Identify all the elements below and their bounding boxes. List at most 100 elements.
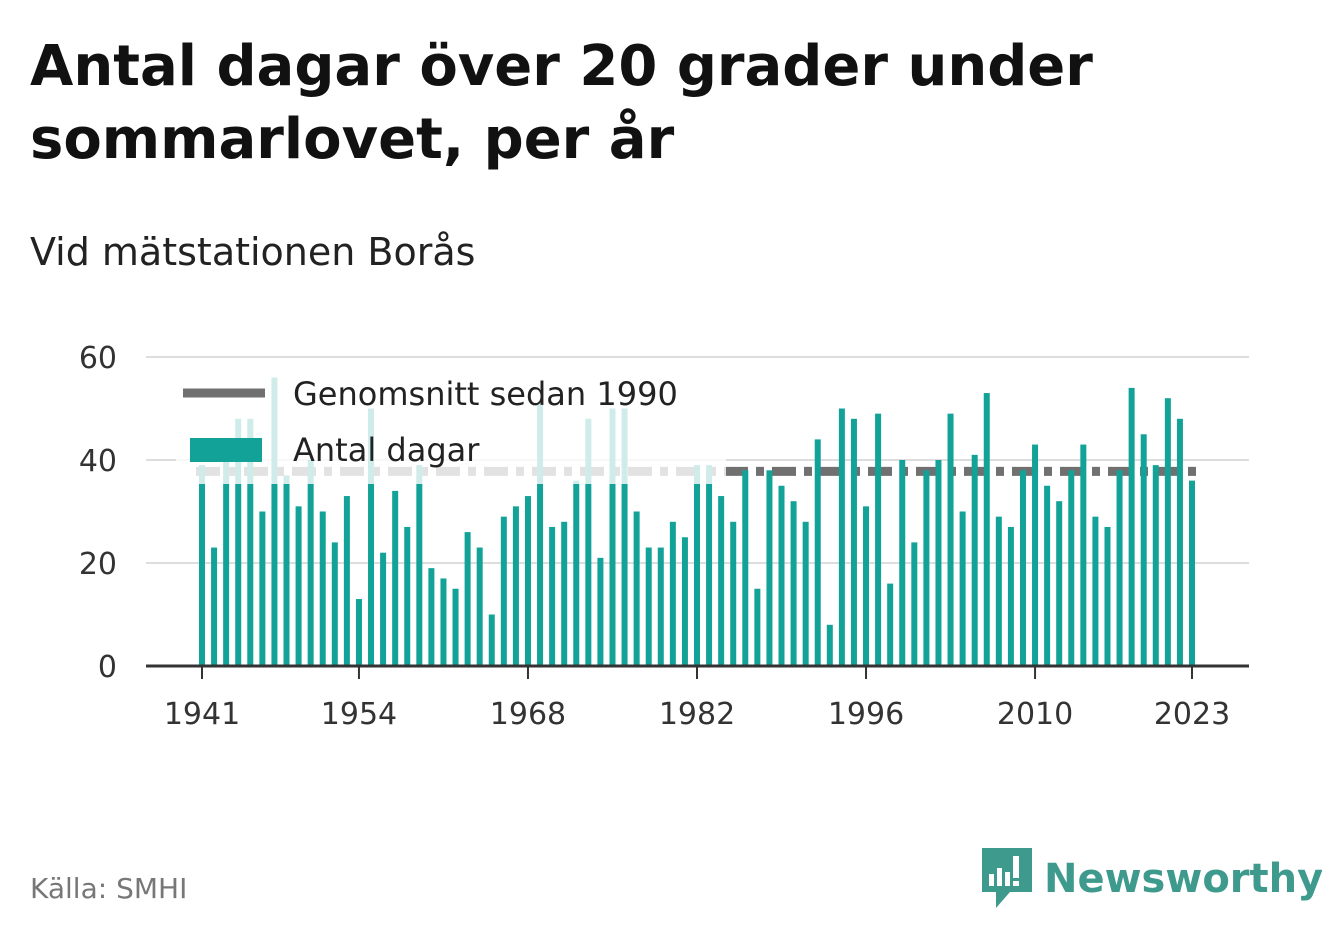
bar-1992 (814, 439, 821, 666)
newsworthy-logo-icon (982, 848, 1032, 908)
bar-1952 (331, 542, 338, 666)
chart-subtitle: Vid mätstationen Borås (30, 230, 476, 274)
bar-1994 (838, 408, 845, 666)
bar-2022 (1176, 418, 1183, 666)
bar-2020 (1152, 465, 1159, 666)
legend-bars-swatch (190, 438, 262, 462)
bar-2003 (947, 413, 954, 666)
bar-2023 (1189, 480, 1195, 666)
bar-1970 (549, 526, 556, 666)
source-note: Källa: SMHI (30, 872, 188, 905)
bar-1951 (319, 511, 326, 666)
bar-1947 (271, 377, 278, 666)
bar-1963 (464, 532, 471, 666)
bar-1941 (199, 465, 205, 666)
bar-1956 (380, 552, 387, 666)
bar-1986 (742, 470, 749, 666)
bar-2012 (1056, 501, 1063, 666)
legend-average-label: Genomsnitt sedan 1990 (293, 375, 678, 413)
bar-1946 (259, 511, 266, 666)
bar-2013 (1068, 470, 1075, 666)
bar-1985 (730, 521, 737, 666)
legend: Genomsnitt sedan 1990 Antal dagar (176, 364, 726, 484)
bar-2016 (1104, 526, 1111, 666)
bar-1961 (440, 578, 447, 666)
bar-1999 (899, 460, 906, 666)
bar-2017 (1116, 470, 1123, 666)
x-tick-label: 1982 (659, 697, 735, 732)
bar-2007 (995, 516, 1002, 666)
bar-1998 (887, 583, 894, 666)
bar-1989 (778, 485, 785, 666)
bar-1960 (428, 568, 435, 666)
bar-1981 (681, 537, 688, 666)
bar-1969 (537, 403, 544, 666)
bar-1979 (657, 547, 664, 666)
bar-1945 (247, 418, 254, 666)
bar-2021 (1164, 398, 1171, 666)
bar-1995 (850, 418, 857, 666)
bar-1955 (368, 408, 375, 666)
bar-1978 (645, 547, 652, 666)
bar-2004 (959, 511, 966, 666)
bar-2018 (1128, 387, 1135, 666)
bar-1975 (609, 408, 616, 666)
bar-1974 (597, 557, 604, 666)
bar-1988 (766, 470, 773, 666)
bar-1973 (585, 418, 592, 666)
bar-1942 (211, 547, 218, 666)
bar-1954 (355, 599, 362, 666)
x-tick-label: 1954 (321, 697, 397, 732)
bar-1971 (561, 521, 568, 666)
bar-1962 (452, 588, 459, 666)
brand-name: Newsworthy (1044, 856, 1322, 902)
x-tick-label: 1996 (828, 697, 904, 732)
x-tick-label: 2023 (1154, 697, 1230, 732)
bar-1968 (524, 496, 531, 666)
bar-1987 (754, 588, 761, 666)
x-axis-ticks: 1941 1954 1968 1982 1996 2010 2023 (164, 666, 1230, 732)
bar-2008 (1007, 526, 1014, 666)
bar-2001 (923, 470, 930, 666)
bar-2006 (983, 393, 990, 666)
bar-1950 (307, 460, 314, 666)
bar-1965 (488, 614, 495, 666)
bar-1996 (863, 506, 870, 666)
brand-logo: Newsworthy (982, 848, 1322, 910)
y-tick-label: 60 (79, 341, 117, 376)
bar-1959 (416, 465, 423, 666)
chart-title: Antal dagar över 20 grader under sommarl… (30, 34, 1093, 172)
y-tick-label: 20 (79, 547, 117, 582)
bar-1976 (621, 408, 628, 666)
bar-1967 (512, 506, 519, 666)
bar-1948 (283, 475, 290, 666)
bar-1977 (633, 511, 640, 666)
y-axis-ticks: 0 20 40 60 (79, 341, 117, 685)
bar-1993 (826, 624, 833, 666)
x-tick-label: 1941 (164, 697, 240, 732)
legend-background (176, 364, 726, 484)
bar-chart: 0 20 40 60 1941 1954 1968 1982 1996 2010 2023 Gen… (79, 341, 1249, 732)
x-tick-label: 2010 (997, 697, 1073, 732)
x-tick-label: 1968 (490, 697, 566, 732)
bars (199, 377, 1195, 666)
y-tick-label: 40 (79, 444, 117, 479)
bar-1949 (295, 506, 302, 666)
bar-2010 (1032, 444, 1039, 666)
bar-2014 (1080, 444, 1087, 666)
bar-1997 (875, 413, 882, 666)
bar-1964 (476, 547, 483, 666)
bar-1957 (392, 490, 399, 666)
bar-2002 (935, 460, 942, 666)
bar-1991 (802, 521, 809, 666)
bar-2011 (1044, 485, 1051, 666)
bar-1943 (223, 439, 230, 666)
bar-1958 (404, 526, 411, 666)
y-tick-label: 0 (98, 650, 117, 685)
bar-1983 (706, 465, 713, 666)
bar-1953 (343, 496, 350, 666)
bar-1972 (573, 480, 580, 666)
bar-2005 (971, 454, 978, 666)
bar-1990 (790, 501, 797, 666)
bar-2015 (1092, 516, 1099, 666)
